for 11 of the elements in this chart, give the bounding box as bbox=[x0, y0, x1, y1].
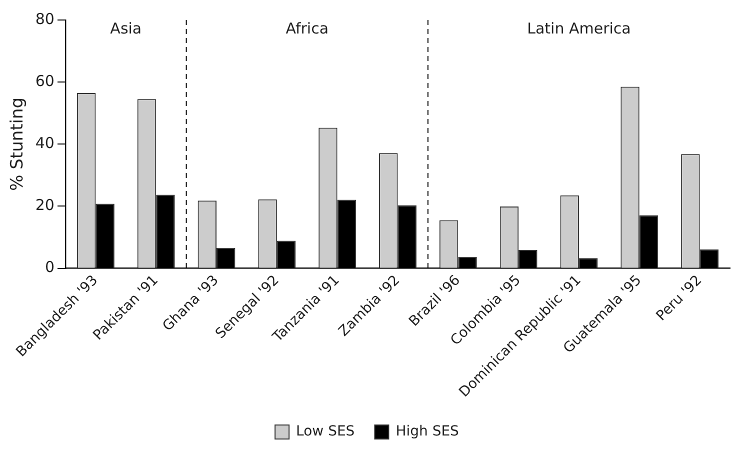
legend-label: High SES bbox=[396, 424, 460, 440]
annotation: Asia bbox=[110, 19, 142, 38]
y-tick-label: 40 bbox=[35, 134, 54, 152]
annotation: Latin America bbox=[527, 19, 631, 38]
y-tick-label: 20 bbox=[35, 196, 54, 214]
y-tick-label: 80 bbox=[35, 10, 54, 28]
y-tick-label: 60 bbox=[35, 72, 54, 90]
legend-label: Low SES bbox=[296, 424, 355, 440]
annotation: Africa bbox=[286, 19, 329, 38]
y-tick-label: 0 bbox=[44, 258, 54, 276]
y-axis-title: % Stunting bbox=[8, 97, 28, 191]
